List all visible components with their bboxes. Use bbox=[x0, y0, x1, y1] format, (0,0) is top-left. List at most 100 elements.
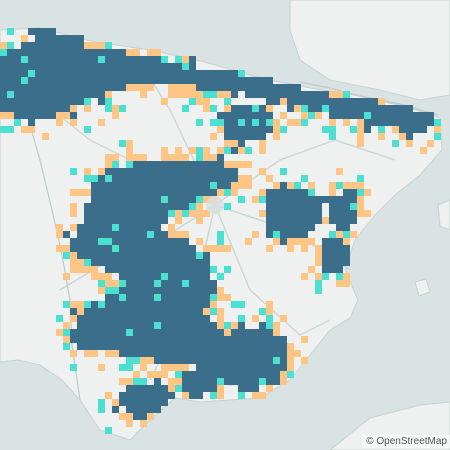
coverage-tile bbox=[210, 105, 217, 112]
coverage-tile bbox=[308, 210, 315, 217]
coverage-tile bbox=[119, 217, 126, 224]
coverage-tile bbox=[294, 98, 301, 105]
coverage-tile bbox=[42, 84, 49, 91]
coverage-tile bbox=[161, 196, 168, 203]
coverage-tile bbox=[217, 287, 224, 294]
coverage-tile bbox=[161, 154, 168, 161]
coverage-tile bbox=[336, 252, 343, 259]
coverage-tile bbox=[245, 336, 252, 343]
coverage-tile bbox=[301, 357, 308, 364]
coverage-tile bbox=[91, 91, 98, 98]
coverage-tile bbox=[21, 77, 28, 84]
coverage-tile bbox=[56, 112, 63, 119]
coverage-tile bbox=[28, 49, 35, 56]
coverage-tile bbox=[287, 343, 294, 350]
coverage-tile bbox=[168, 245, 175, 252]
coverage-tile bbox=[70, 224, 77, 231]
coverage-tile bbox=[245, 77, 252, 84]
coverage-tile bbox=[161, 63, 168, 70]
coverage-tile bbox=[49, 42, 56, 49]
coverage-tile bbox=[119, 413, 126, 420]
coverage-tile bbox=[42, 28, 49, 35]
coverage-tile bbox=[7, 98, 14, 105]
coverage-tile bbox=[357, 98, 364, 105]
coverage-tile bbox=[231, 357, 238, 364]
coverage-tile bbox=[210, 322, 217, 329]
coverage-tile bbox=[56, 42, 63, 49]
coverage-tile bbox=[238, 126, 245, 133]
coverage-tile bbox=[21, 56, 28, 63]
coverage-tile bbox=[196, 77, 203, 84]
coverage-tile bbox=[315, 273, 322, 280]
coverage-tile bbox=[210, 343, 217, 350]
coverage-tile bbox=[217, 147, 224, 154]
coverage-tile bbox=[126, 63, 133, 70]
coverage-tile bbox=[168, 154, 175, 161]
coverage-tile bbox=[217, 126, 224, 133]
coverage-tile bbox=[203, 371, 210, 378]
coverage-tile bbox=[56, 315, 63, 322]
coverage-tile bbox=[119, 378, 126, 385]
coverage-tile bbox=[147, 63, 154, 70]
coverage-tile bbox=[91, 84, 98, 91]
coverage-tile bbox=[266, 126, 273, 133]
coverage-tile bbox=[161, 210, 168, 217]
coverage-tile bbox=[280, 364, 287, 371]
coverage-tile bbox=[112, 217, 119, 224]
coverage-tile bbox=[203, 189, 210, 196]
coverage-tile bbox=[112, 308, 119, 315]
coverage-tile bbox=[63, 245, 70, 252]
coverage-tile bbox=[231, 378, 238, 385]
coverage-tile bbox=[203, 350, 210, 357]
map-attribution[interactable]: © OpenStreetMap bbox=[362, 435, 450, 448]
coverage-tile bbox=[126, 147, 133, 154]
coverage-tile bbox=[119, 308, 126, 315]
coverage-tile bbox=[196, 315, 203, 322]
coverage-tile bbox=[84, 189, 91, 196]
coverage-tile bbox=[357, 210, 364, 217]
coverage-tile bbox=[126, 273, 133, 280]
coverage-tile bbox=[315, 98, 322, 105]
coverage-tile bbox=[175, 70, 182, 77]
coverage-tile bbox=[147, 231, 154, 238]
coverage-tile bbox=[168, 294, 175, 301]
coverage-tile bbox=[119, 392, 126, 399]
coverage-tile bbox=[280, 224, 287, 231]
coverage-tile bbox=[301, 224, 308, 231]
coverage-tile bbox=[280, 371, 287, 378]
coverage-tile bbox=[266, 196, 273, 203]
coverage-tile bbox=[21, 112, 28, 119]
coverage-tile bbox=[294, 119, 301, 126]
coverage-tile bbox=[231, 336, 238, 343]
coverage-tile bbox=[105, 336, 112, 343]
coverage-tile bbox=[238, 357, 245, 364]
coverage-tile bbox=[175, 252, 182, 259]
coverage-tile bbox=[357, 126, 364, 133]
coverage-tile bbox=[0, 84, 7, 91]
coverage-tile bbox=[21, 126, 28, 133]
coverage-tile bbox=[189, 168, 196, 175]
coverage-tile bbox=[175, 189, 182, 196]
coverage-tile bbox=[112, 343, 119, 350]
coverage-tile bbox=[182, 63, 189, 70]
coverage-tile bbox=[280, 343, 287, 350]
coverage-tile bbox=[154, 406, 161, 413]
coverage-tile bbox=[378, 105, 385, 112]
coverage-tile bbox=[203, 364, 210, 371]
coverage-tile bbox=[217, 371, 224, 378]
coverage-tile bbox=[266, 364, 273, 371]
coverage-tile bbox=[217, 175, 224, 182]
coverage-tile bbox=[182, 182, 189, 189]
coverage-tile bbox=[427, 112, 434, 119]
coverage-tile bbox=[266, 322, 273, 329]
coverage-tile bbox=[161, 343, 168, 350]
coverage-tile bbox=[217, 84, 224, 91]
coverage-tile bbox=[259, 84, 266, 91]
coverage-tile bbox=[175, 77, 182, 84]
coverage-tile bbox=[294, 189, 301, 196]
coverage-tile bbox=[273, 119, 280, 126]
coverage-tile bbox=[147, 189, 154, 196]
coverage-tile bbox=[175, 154, 182, 161]
coverage-tile bbox=[182, 357, 189, 364]
